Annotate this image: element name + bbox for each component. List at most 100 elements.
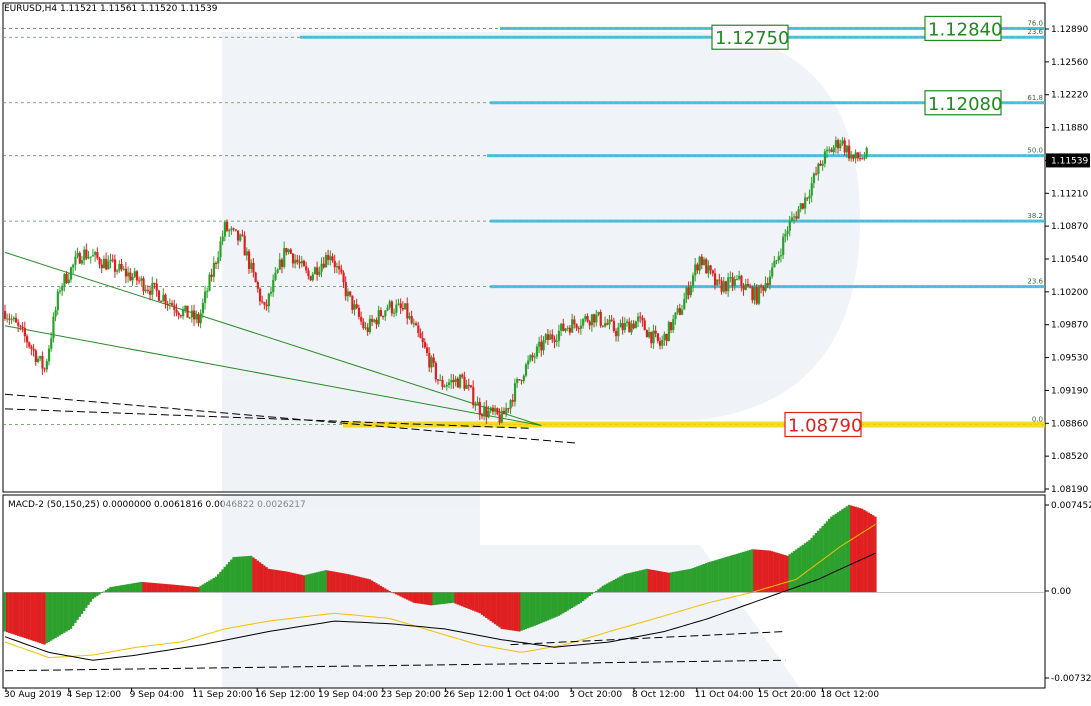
candle-body bbox=[234, 229, 237, 231]
candle-body bbox=[322, 263, 325, 268]
candle-body bbox=[412, 323, 416, 325]
macd-bar bbox=[711, 560, 714, 593]
candle-body bbox=[318, 271, 321, 275]
macd-bar bbox=[63, 592, 66, 633]
macd-bar bbox=[702, 563, 706, 593]
macd-bar bbox=[441, 592, 444, 605]
macd-bar bbox=[247, 555, 251, 593]
price-level-label-box bbox=[924, 90, 1002, 116]
macd-bar bbox=[819, 528, 822, 593]
candle-body bbox=[140, 278, 143, 281]
candle-body bbox=[377, 310, 380, 325]
candle-body bbox=[305, 266, 308, 271]
candle-body bbox=[50, 338, 53, 349]
candle-body bbox=[437, 379, 440, 381]
candle-body bbox=[634, 321, 638, 329]
candle-body bbox=[208, 274, 211, 291]
candle-body bbox=[280, 259, 284, 267]
x-tick-label: 26 Sep 12:00 bbox=[444, 690, 504, 700]
macd-bar bbox=[280, 570, 284, 593]
macd-bar bbox=[526, 592, 530, 629]
candle-body bbox=[711, 270, 714, 274]
macd-bar bbox=[735, 553, 739, 593]
candle-body bbox=[217, 257, 220, 264]
candles-group bbox=[4, 136, 868, 425]
candle-body bbox=[551, 334, 554, 340]
macd-bar bbox=[133, 583, 136, 593]
current-price-box bbox=[1046, 153, 1090, 168]
candle-body bbox=[291, 253, 295, 264]
candle-body bbox=[39, 356, 42, 359]
candle-body bbox=[399, 303, 402, 308]
candle-body bbox=[458, 374, 462, 388]
candle-body bbox=[65, 273, 68, 283]
x-tick-label: 15 Oct 20:00 bbox=[758, 690, 817, 700]
macd-bar bbox=[353, 575, 356, 593]
candle-body bbox=[96, 251, 99, 259]
candle-body bbox=[129, 272, 132, 281]
macd-bar bbox=[650, 569, 653, 593]
candle-body bbox=[599, 312, 602, 326]
candle-body bbox=[76, 252, 79, 257]
trendline-green bbox=[4, 251, 542, 426]
candle-body bbox=[351, 295, 354, 310]
macd-bar bbox=[639, 570, 642, 593]
candle-body bbox=[379, 310, 383, 316]
candle-body bbox=[476, 401, 479, 406]
candle-body bbox=[735, 279, 739, 281]
macd-bar bbox=[515, 592, 519, 632]
candle-body bbox=[830, 149, 833, 153]
candle-body bbox=[619, 323, 622, 328]
candle-body bbox=[10, 319, 13, 321]
macd-bar bbox=[625, 573, 629, 593]
candle-body bbox=[637, 316, 640, 322]
x-tick-label: 9 Sep 04:00 bbox=[130, 690, 185, 700]
candle-body bbox=[707, 265, 710, 274]
candle-body bbox=[665, 333, 668, 342]
candle-body bbox=[74, 256, 77, 265]
macd-bar bbox=[397, 592, 400, 596]
candle-body bbox=[258, 288, 262, 302]
macd-bar bbox=[524, 592, 528, 630]
macd-y-tick-label: 0.00 bbox=[1051, 587, 1071, 597]
macd-bar bbox=[89, 592, 92, 602]
candle-body bbox=[606, 323, 609, 325]
candle-body bbox=[56, 291, 59, 311]
watermark-shape-top bbox=[222, 32, 860, 492]
candle-body bbox=[43, 368, 46, 370]
macd-bar bbox=[432, 592, 435, 606]
macd-bar bbox=[430, 592, 433, 606]
candle-body bbox=[527, 360, 530, 365]
macd-bar bbox=[225, 564, 229, 593]
candle-body bbox=[626, 321, 629, 324]
macd-bar bbox=[351, 575, 354, 593]
candle-body bbox=[656, 333, 660, 341]
fib-level-label: 23.6 bbox=[1027, 28, 1043, 36]
fib-level-label: 61.8 bbox=[1027, 94, 1043, 102]
macd-bar bbox=[742, 551, 745, 593]
macd-bar bbox=[102, 591, 106, 593]
candle-body bbox=[742, 285, 745, 290]
candle-body bbox=[579, 325, 583, 329]
candle-body bbox=[555, 340, 558, 342]
macd-bar bbox=[718, 559, 721, 593]
macd-bar bbox=[452, 592, 455, 603]
candle-body bbox=[685, 287, 688, 300]
macd-bar bbox=[252, 557, 255, 593]
macd-bar bbox=[320, 571, 323, 593]
macd-bar bbox=[318, 571, 321, 593]
macd-bar bbox=[19, 592, 22, 637]
macd-bar bbox=[375, 583, 378, 593]
candle-body bbox=[766, 283, 769, 286]
candle-body bbox=[316, 267, 319, 275]
candle-body bbox=[696, 264, 699, 271]
candle-body bbox=[615, 330, 618, 337]
candle-body bbox=[507, 408, 510, 410]
candle-body bbox=[155, 283, 158, 291]
macd-bar bbox=[586, 592, 589, 598]
candle-body bbox=[590, 314, 594, 326]
candle-body bbox=[641, 317, 644, 321]
macd-bar bbox=[542, 592, 545, 623]
macd-bar bbox=[293, 573, 297, 593]
